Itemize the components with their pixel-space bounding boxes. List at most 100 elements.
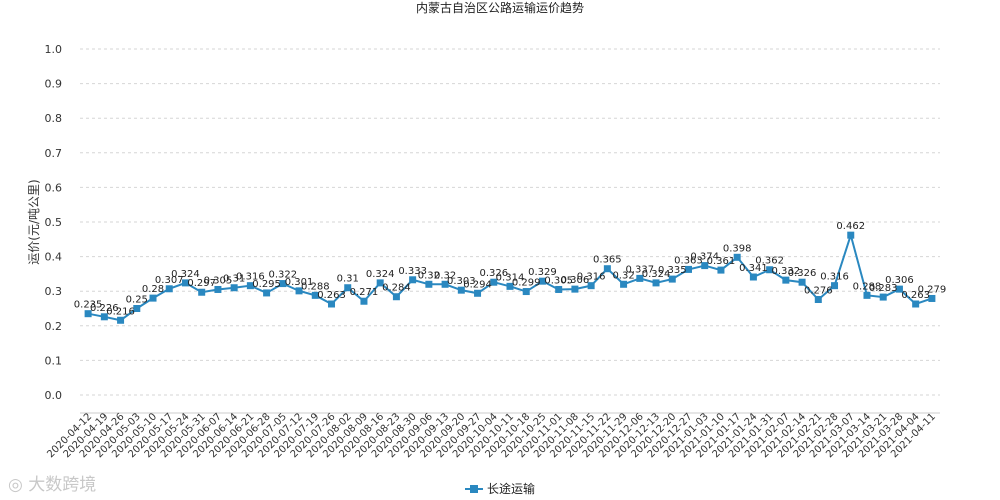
data-point[interactable]: [668, 275, 676, 283]
data-point[interactable]: [279, 280, 287, 288]
data-label: 0.326: [479, 268, 508, 279]
data-point[interactable]: [263, 289, 271, 297]
data-point[interactable]: [441, 280, 449, 288]
data-point[interactable]: [117, 316, 125, 324]
data-label: 0.316: [577, 272, 606, 283]
y-tick-label: 0.3: [45, 285, 63, 298]
data-point[interactable]: [603, 265, 611, 273]
data-point[interactable]: [181, 279, 189, 287]
data-label: 0.28: [142, 284, 164, 295]
y-tick-label: 0.1: [45, 354, 63, 367]
data-label: 0.31: [337, 274, 359, 285]
y-tick-label: 0.5: [45, 216, 63, 229]
data-label: 0.294: [463, 279, 492, 290]
data-point[interactable]: [409, 276, 417, 284]
data-point[interactable]: [798, 278, 806, 286]
data-label: 0.398: [723, 243, 752, 254]
data-point[interactable]: [133, 305, 141, 312]
data-point[interactable]: [538, 277, 546, 285]
data-point[interactable]: [506, 282, 514, 290]
data-label: 0.324: [171, 269, 200, 280]
y-tick-label: 0.2: [45, 320, 63, 333]
data-point[interactable]: [246, 282, 254, 290]
data-point[interactable]: [328, 300, 336, 308]
data-point[interactable]: [620, 280, 628, 288]
data-point[interactable]: [425, 280, 433, 288]
data-point[interactable]: [474, 289, 482, 297]
data-label: 0.337: [625, 264, 654, 275]
data-point[interactable]: [717, 266, 725, 274]
data-point[interactable]: [895, 285, 903, 293]
data-label: 0.288: [853, 281, 882, 292]
data-label: 0.307: [155, 275, 184, 286]
data-point[interactable]: [652, 279, 660, 287]
data-label: 0.284: [382, 283, 411, 294]
data-point[interactable]: [165, 285, 173, 293]
y-tick-label: 0.4: [45, 251, 63, 264]
data-label: 0.235: [74, 300, 103, 311]
data-label: 0.226: [90, 303, 119, 314]
data-point[interactable]: [295, 287, 303, 295]
data-point[interactable]: [230, 284, 238, 292]
data-point[interactable]: [879, 293, 887, 301]
series-points: [84, 231, 936, 324]
data-label: 0.32: [418, 270, 440, 281]
data-point[interactable]: [636, 274, 644, 282]
data-point[interactable]: [198, 288, 206, 296]
data-label: 0.324: [642, 269, 671, 280]
data-point[interactable]: [490, 278, 498, 286]
data-point[interactable]: [847, 231, 855, 239]
data-label: 0.279: [918, 284, 947, 295]
data-point[interactable]: [587, 282, 595, 290]
data-point[interactable]: [392, 293, 400, 301]
data-point[interactable]: [555, 285, 563, 293]
data-label: 0.341: [739, 263, 768, 274]
data-labels: 0.2350.2260.2160.250.280.3070.3240.2970.…: [74, 221, 946, 317]
data-point[interactable]: [928, 294, 936, 302]
watermark-icon: ◎: [8, 475, 23, 495]
data-point[interactable]: [733, 253, 741, 261]
data-label: 0.322: [269, 270, 298, 281]
data-point[interactable]: [84, 310, 92, 318]
data-point[interactable]: [749, 273, 757, 281]
data-point[interactable]: [684, 265, 692, 273]
data-point[interactable]: [457, 286, 465, 294]
data-label: 0.303: [447, 276, 476, 287]
data-label: 0.216: [106, 306, 135, 317]
gridlines: [80, 48, 940, 414]
data-point[interactable]: [912, 300, 920, 308]
data-label: 0.462: [836, 221, 865, 232]
data-label: 0.276: [804, 286, 833, 297]
data-point[interactable]: [701, 262, 709, 270]
data-point[interactable]: [360, 297, 368, 305]
data-point[interactable]: [311, 291, 319, 299]
data-point[interactable]: [100, 313, 108, 321]
data-label: 0.361: [707, 256, 736, 267]
data-point[interactable]: [344, 284, 352, 292]
y-tick-label: 0.9: [45, 78, 63, 91]
data-label: 0.365: [593, 255, 622, 266]
legend-marker-swatch: [470, 485, 478, 493]
data-point[interactable]: [863, 291, 871, 299]
data-point[interactable]: [376, 279, 384, 287]
data-point[interactable]: [522, 288, 530, 296]
data-point[interactable]: [571, 285, 579, 293]
data-label: 0.362: [755, 256, 784, 267]
data-label: 0.283: [869, 283, 898, 294]
data-point[interactable]: [766, 266, 774, 274]
data-point[interactable]: [814, 296, 822, 304]
data-label: 0.329: [528, 267, 557, 278]
y-axis-label: 运价(元/吨公里): [27, 179, 41, 264]
data-label: 0.332: [772, 266, 801, 277]
legend[interactable]: 长途运输: [465, 481, 535, 496]
data-point[interactable]: [831, 282, 839, 290]
data-point[interactable]: [149, 294, 157, 302]
y-tick-label: 0.0: [45, 389, 63, 402]
y-tick-label: 1.0: [45, 43, 63, 56]
data-label: 0.374: [690, 252, 719, 263]
data-point[interactable]: [782, 276, 790, 284]
data-point[interactable]: [214, 285, 222, 293]
data-label: 0.306: [561, 275, 590, 286]
chart-title: 内蒙古自治区公路运输运价趋势: [416, 0, 584, 15]
